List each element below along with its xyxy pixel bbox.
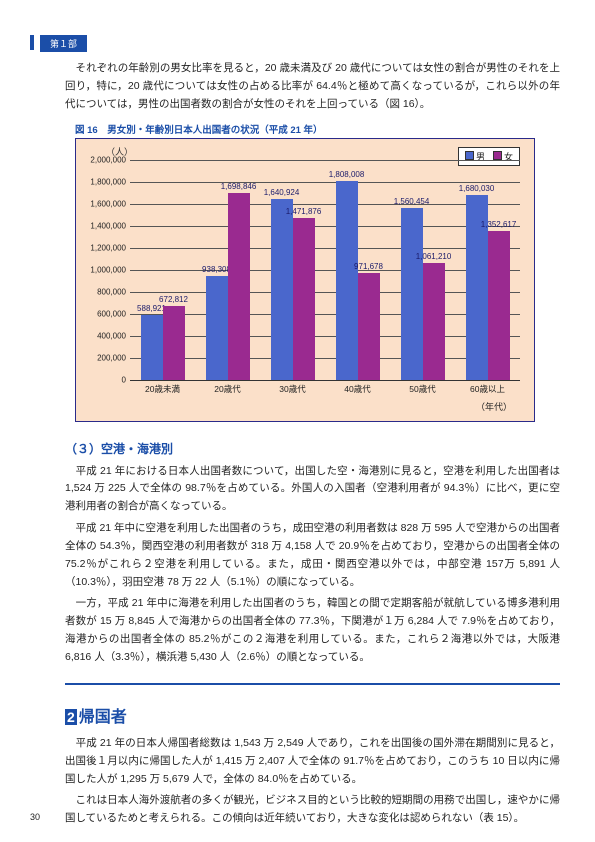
- bar-male: 1,640,924: [271, 199, 293, 380]
- bar-female: 672,812: [163, 306, 185, 380]
- x-tick-label: 20歳代: [195, 381, 260, 398]
- y-tick-label: 1,200,000: [90, 243, 126, 252]
- section3-p2: 平成 21 年中に空港を利用した出国者のうち，成田空港の利用者数は 828 万 …: [65, 520, 560, 591]
- bar-value-label: 971,678: [354, 262, 383, 271]
- y-tick-label: 0: [122, 375, 126, 384]
- y-tick-label: 2,000,000: [90, 155, 126, 164]
- bar-female: 1,698,846: [228, 193, 250, 380]
- bar-male: 1,808,008: [336, 181, 358, 380]
- bar-male: 1,560,454: [401, 208, 423, 380]
- bar-value-label: 1,352,617: [481, 220, 517, 229]
- left-accent-bar: [30, 35, 34, 50]
- section-number: 2: [65, 709, 77, 725]
- bar-value-label: 1,680,030: [459, 184, 495, 193]
- y-tick-label: 400,000: [97, 331, 126, 340]
- bar-value-label: 1,061,210: [416, 252, 452, 261]
- bar-group: 1,560,4541,061,210: [390, 160, 455, 380]
- section-divider: [65, 683, 560, 685]
- y-tick-label: 1,400,000: [90, 221, 126, 230]
- bar-value-label: 672,812: [159, 295, 188, 304]
- bar-value-label: 1,640,924: [264, 188, 300, 197]
- bar-female: 971,678: [358, 273, 380, 380]
- bar-group: 588,921672,812: [130, 160, 195, 380]
- bar-group: 1,680,030 1,352,617: [455, 160, 520, 380]
- return-p2: これは日本人海外渡航者の多くが観光，ビジネス目的という比較的短期間の用務で出国し…: [65, 792, 560, 828]
- bar-female: 1,061,210: [423, 263, 445, 380]
- bar-chart: 男 女 （人） 0200,000400,000600,000800,0001,0…: [75, 138, 535, 422]
- bar-female: 1,352,617: [488, 231, 510, 380]
- chart-plot: 0200,000400,000600,000800,0001,000,0001,…: [130, 160, 520, 398]
- y-tick-label: 800,000: [97, 287, 126, 296]
- x-unit-label: （年代）: [76, 400, 512, 413]
- page-number: 30: [30, 812, 40, 822]
- bar-group: 1,640,9241,471,876: [260, 160, 325, 380]
- chart-title: 図 16 男女別・年齢別日本人出国者の状況（平成 21 年）: [75, 122, 560, 136]
- return-p1: 平成 21 年の日本人帰国者総数は 1,543 万 2,549 人であり，これを…: [65, 735, 560, 789]
- bar-female: 1,471,876: [293, 218, 315, 380]
- bar-male: 938,308: [206, 276, 228, 379]
- intro-paragraph: それぞれの年齢別の男女比率を見ると，20 歳未満及び 20 歳代については女性の…: [65, 60, 560, 114]
- bar-value-label: 1,698,846: [221, 182, 257, 191]
- y-tick-label: 600,000: [97, 309, 126, 318]
- return-section-title: 2帰国者: [65, 703, 560, 727]
- section3-p1: 平成 21 年における日本人出国者数について，出国した空・海港別に見ると，空港を…: [65, 463, 560, 517]
- section3-title: （３）空港・海港別: [65, 440, 560, 457]
- section3-p3: 一方，平成 21 年中に海港を利用した出国者のうち，韓国との間で定期客船が就航し…: [65, 595, 560, 666]
- y-tick-label: 1,800,000: [90, 177, 126, 186]
- bar-value-label: 1,560,454: [394, 197, 430, 206]
- x-tick-label: 40歳代: [325, 381, 390, 398]
- y-tick-label: 1,600,000: [90, 199, 126, 208]
- x-tick-label: 20歳未満: [130, 381, 195, 398]
- header-tab: 第１部: [40, 35, 87, 52]
- page-content: それぞれの年齢別の男女比率を見ると，20 歳未満及び 20 歳代については女性の…: [65, 60, 560, 832]
- bar-group: 1,808,008971,678: [325, 160, 390, 380]
- y-tick-label: 200,000: [97, 353, 126, 362]
- bar-male: 588,921: [141, 315, 163, 380]
- bar-group: 938,3081,698,846: [195, 160, 260, 380]
- x-tick-label: 60歳以上: [455, 381, 520, 398]
- x-tick-label: 50歳代: [390, 381, 455, 398]
- x-tick-label: 30歳代: [260, 381, 325, 398]
- bar-value-label: 1,471,876: [286, 207, 322, 216]
- bar-value-label: 1,808,008: [329, 170, 365, 179]
- y-tick-label: 1,000,000: [90, 265, 126, 274]
